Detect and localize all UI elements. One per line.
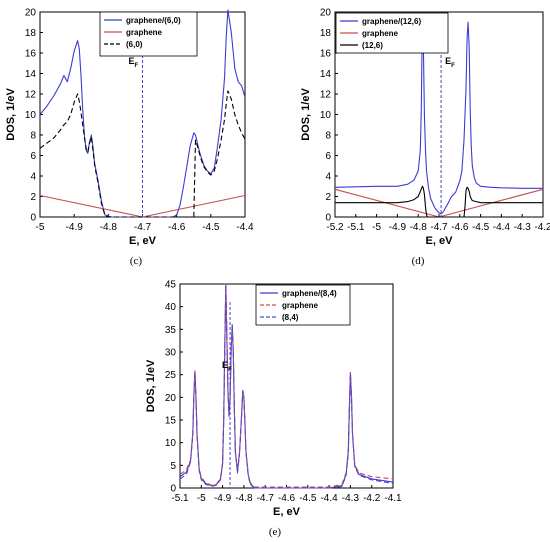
legend-box — [99, 11, 198, 57]
x-tick-label: -4.5 — [202, 222, 220, 233]
y-tick-label: 20 — [25, 8, 37, 19]
x-tick-label: -4.2 — [534, 222, 550, 233]
fermi-level-subscript: F — [451, 63, 455, 69]
x-tick-label: -4.4 — [320, 493, 338, 504]
legend-label: (6,0) — [126, 40, 143, 49]
series-line-graphene-12-6 — [334, 14, 543, 215]
y-tick-label: 4 — [30, 172, 36, 183]
y-tick-label: 12 — [25, 90, 37, 101]
x-tick-label: -4.3 — [342, 493, 360, 504]
y-axis-label: DOS, 1/eV — [145, 359, 157, 412]
x-tick-label: -4.2 — [363, 493, 381, 504]
y-tick-label: 35 — [165, 325, 177, 336]
y-tick-label: 0 — [170, 484, 176, 495]
legend-label: graphene — [282, 301, 319, 310]
x-tick-label: -5.2 — [326, 222, 344, 233]
x-tick-label: -4.6 — [278, 493, 296, 504]
panel-c-label: (c) — [130, 255, 143, 267]
fermi-level-subscript: F — [228, 367, 232, 373]
legend-label: (12,6) — [362, 41, 383, 50]
x-tick-label: -4.9 — [66, 222, 84, 233]
panel-d-label: (d) — [412, 255, 425, 267]
y-tick-label: 5 — [170, 461, 176, 472]
y-tick-label: 8 — [30, 131, 36, 142]
x-tick-label: -4.8 — [235, 493, 253, 504]
x-tick-label: -4.7 — [430, 222, 448, 233]
fermi-level-subscript: F — [135, 63, 139, 69]
legend-box — [255, 284, 351, 326]
y-tick-label: 6 — [325, 151, 331, 162]
y-tick-label: 2 — [30, 192, 36, 203]
y-tick-label: 2 — [325, 192, 331, 203]
y-tick-label: 10 — [165, 438, 177, 449]
y-tick-label: 25 — [165, 370, 177, 381]
x-tick-label: -4.8 — [100, 222, 118, 233]
panel-e-chart: 0 5 10 15 20 25 30 35 40 45 -5.1 -5 -4.9 -4.8 -4.7 -4.6… — [145, 280, 402, 519]
y-tick-label: 12 — [320, 90, 332, 101]
y-tick-label: 0 — [30, 213, 36, 224]
legend-label: graphene/(8,4) — [282, 289, 337, 298]
y-axis-label: DOS, 1/eV — [300, 88, 312, 141]
y-tick-label: 45 — [165, 280, 177, 291]
y-tick-label: 16 — [320, 49, 332, 60]
series-line-12-6 — [335, 185, 543, 218]
x-tick-label: -4.7 — [134, 222, 152, 233]
y-axis-label: DOS, 1/eV — [5, 88, 17, 141]
fermi-level-label: EF — [129, 56, 139, 69]
x-tick-label: -4.6 — [168, 222, 186, 233]
series-line-graphene-6-0 — [39, 9, 246, 218]
y-tick-label: 16 — [25, 49, 37, 60]
y-tick-label: 10 — [320, 110, 332, 121]
x-tick-label: -4.7 — [257, 493, 275, 504]
legend-label: (8,4) — [282, 313, 299, 322]
x-tick-label: -4.4 — [493, 222, 511, 233]
y-tick-label: 15 — [165, 416, 177, 427]
x-tick-label: -4.9 — [389, 222, 407, 233]
y-tick-label: 8 — [325, 131, 331, 142]
x-tick-label: -4.3 — [514, 222, 532, 233]
fermi-level-label: EF — [445, 56, 455, 69]
x-tick-label: -4.6 — [451, 222, 469, 233]
x-axis-label: E, eV — [273, 506, 301, 518]
y-tick-label: 18 — [25, 28, 37, 39]
y-tick-label: 0 — [325, 213, 331, 224]
legend-label: graphene — [126, 28, 163, 37]
x-tick-label: -5 — [197, 493, 206, 504]
y-tick-label: 18 — [320, 28, 332, 39]
y-tick-label: 6 — [30, 151, 36, 162]
panel-e-label: (e) — [269, 526, 282, 538]
y-tick-label: 4 — [325, 172, 331, 183]
legend-label: graphene/(6,0) — [126, 16, 181, 25]
x-tick-label: -5.1 — [171, 493, 189, 504]
y-tick-label: 10 — [25, 110, 37, 121]
series-line-8-4 — [179, 284, 394, 489]
series-line-6-0 — [39, 90, 246, 218]
x-tick-label: -4.4 — [236, 222, 254, 233]
y-tick-label: 20 — [165, 393, 177, 404]
panel-c-chart: 0 2 4 6 8 10 12 14 16 18 20 -5 -4.9 -4.8 -4.7 -4.6 -4.5 -… — [5, 8, 254, 248]
x-axis-label: E, eV — [426, 235, 454, 247]
legend-label: graphene/(12,6) — [362, 17, 421, 26]
x-tick-label: -4.1 — [384, 493, 402, 504]
y-tick-label: 40 — [165, 302, 177, 313]
x-axis-label: E, eV — [129, 235, 157, 247]
x-tick-label: -5 — [36, 222, 45, 233]
legend-label: graphene — [362, 29, 399, 38]
fermi-level-label: EF — [222, 360, 232, 373]
x-tick-label: -5 — [372, 222, 381, 233]
x-tick-label: -4.8 — [410, 222, 428, 233]
x-tick-label: -4.5 — [299, 493, 317, 504]
y-tick-label: 20 — [320, 8, 332, 19]
y-tick-label: 14 — [25, 69, 37, 80]
x-tick-label: -4.9 — [214, 493, 232, 504]
y-tick-label: 14 — [320, 69, 332, 80]
y-tick-label: 30 — [165, 348, 177, 359]
x-tick-label: -5.1 — [347, 222, 365, 233]
x-tick-label: -4.5 — [472, 222, 490, 233]
